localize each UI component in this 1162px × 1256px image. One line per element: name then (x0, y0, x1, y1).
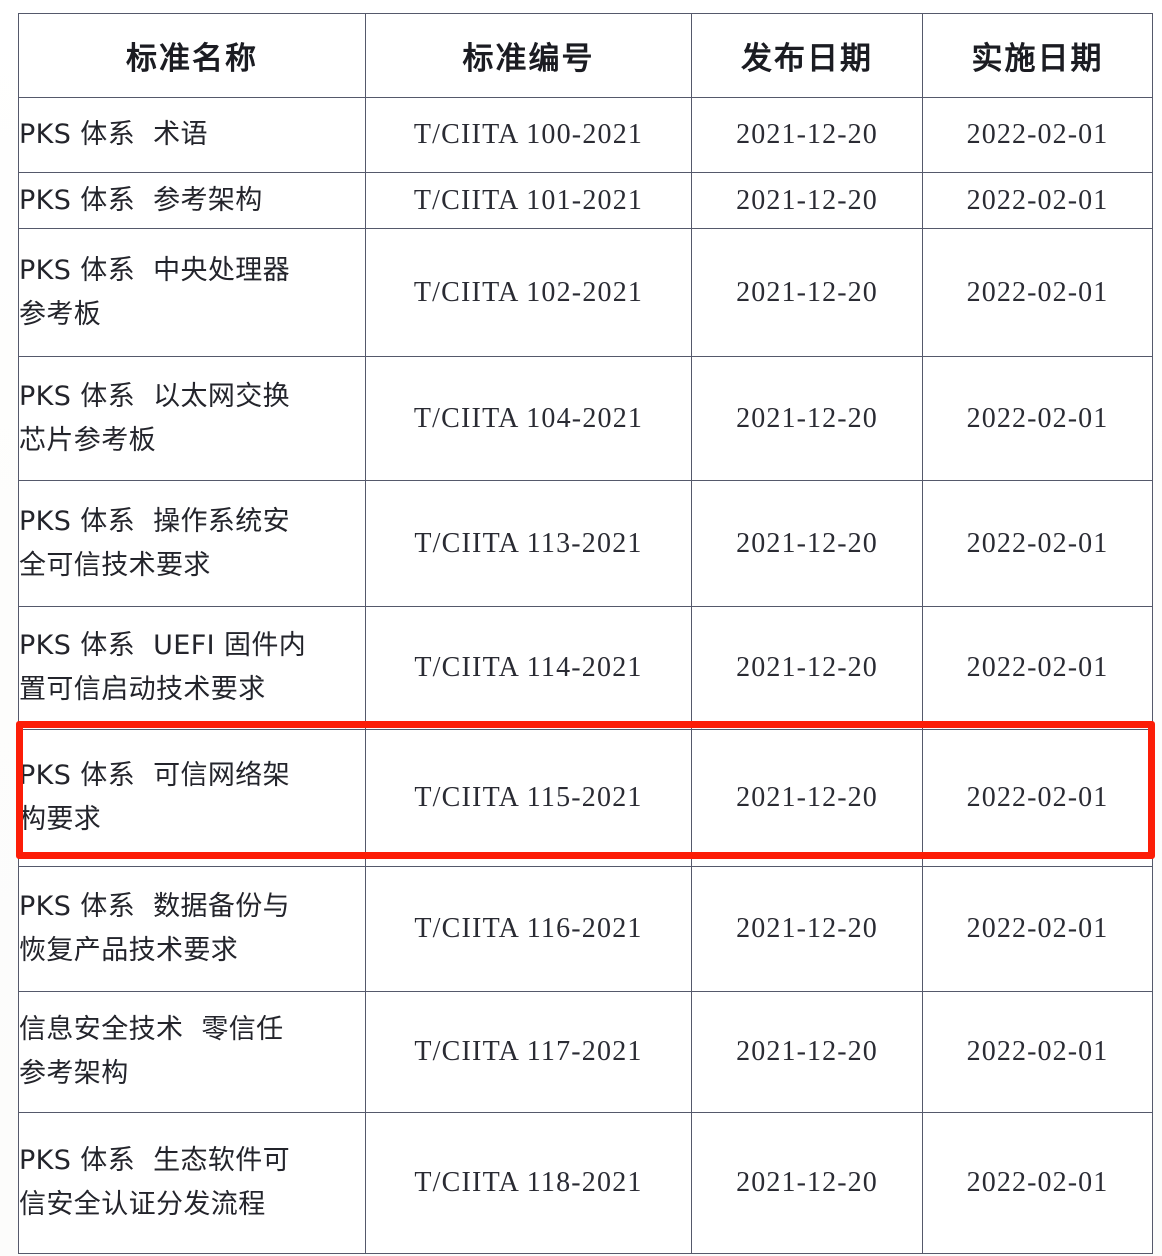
cell-implemented-date: 2022-02-01 (922, 991, 1153, 1113)
table-row: PKS 体系 UEFI 固件内 置可信启动技术要求 T/CIITA 114-20… (18, 606, 1153, 730)
cell-implemented-date: 2022-02-01 (922, 228, 1153, 357)
cell-standard-name: PKS 体系 可信网络架 构要求 (18, 729, 366, 867)
cell-implemented-date: 2022-02-01 (922, 729, 1153, 867)
table-row: PKS 体系 参考架构 T/CIITA 101-2021 2021-12-20 … (18, 172, 1153, 229)
cell-published-date: 2021-12-20 (691, 172, 923, 229)
cell-standard-name: PKS 体系 UEFI 固件内 置可信启动技术要求 (18, 606, 366, 730)
cell-published-date: 2021-12-20 (691, 606, 923, 730)
column-header-implemented: 实施日期 (922, 13, 1153, 98)
table-row: 信息安全技术 零信任 参考架构 T/CIITA 117-2021 2021-12… (18, 991, 1153, 1113)
cell-standard-number: T/CIITA 101-2021 (365, 172, 692, 229)
cell-standard-number: T/CIITA 118-2021 (365, 1112, 692, 1254)
column-header-name: 标准名称 (18, 13, 366, 98)
cell-published-date: 2021-12-20 (691, 356, 923, 481)
cell-standard-number: T/CIITA 115-2021 (365, 729, 692, 867)
cell-standard-name: PKS 体系 以太网交换 芯片参考板 (18, 356, 366, 481)
cell-published-date: 2021-12-20 (691, 866, 923, 992)
table-row: PKS 体系 以太网交换 芯片参考板 T/CIITA 104-2021 2021… (18, 356, 1153, 481)
table-row: PKS 体系 中央处理器 参考板 T/CIITA 102-2021 2021-1… (18, 228, 1153, 357)
cell-standard-name: PKS 体系 生态软件可 信安全认证分发流程 (18, 1112, 366, 1254)
cell-published-date: 2021-12-20 (691, 991, 923, 1113)
cell-standard-number: T/CIITA 102-2021 (365, 228, 692, 357)
cell-standard-number: T/CIITA 117-2021 (365, 991, 692, 1113)
cell-standard-name: PKS 体系 中央处理器 参考板 (18, 228, 366, 357)
cell-standard-number: T/CIITA 104-2021 (365, 356, 692, 481)
cell-published-date: 2021-12-20 (691, 480, 923, 607)
table-row: PKS 体系 数据备份与 恢复产品技术要求 T/CIITA 116-2021 2… (18, 866, 1153, 992)
column-header-published: 发布日期 (691, 13, 923, 98)
standards-table-container: 标准名称 标准编号 发布日期 实施日期 PKS 体系 术语 T/CIITA 10… (18, 13, 1153, 1254)
table-row: PKS 体系 操作系统安 全可信技术要求 T/CIITA 113-2021 20… (18, 480, 1153, 607)
cell-published-date: 2021-12-20 (691, 228, 923, 357)
table-body: PKS 体系 术语 T/CIITA 100-2021 2021-12-20 20… (18, 97, 1153, 1254)
cell-implemented-date: 2022-02-01 (922, 606, 1153, 730)
cell-implemented-date: 2022-02-01 (922, 480, 1153, 607)
table-header: 标准名称 标准编号 发布日期 实施日期 (18, 13, 1153, 98)
cell-implemented-date: 2022-02-01 (922, 356, 1153, 481)
cell-implemented-date: 2022-02-01 (922, 172, 1153, 229)
cell-implemented-date: 2022-02-01 (922, 97, 1153, 173)
cell-standard-name: PKS 体系 参考架构 (18, 172, 366, 229)
cell-standard-number: T/CIITA 100-2021 (365, 97, 692, 173)
cell-implemented-date: 2022-02-01 (922, 866, 1153, 992)
header-row: 标准名称 标准编号 发布日期 实施日期 (18, 13, 1153, 98)
cell-standard-number: T/CIITA 113-2021 (365, 480, 692, 607)
cell-implemented-date: 2022-02-01 (922, 1112, 1153, 1254)
cell-standard-name: PKS 体系 术语 (18, 97, 366, 173)
cell-standard-number: T/CIITA 114-2021 (365, 606, 692, 730)
cell-standard-name: PKS 体系 数据备份与 恢复产品技术要求 (18, 866, 366, 992)
table-row: PKS 体系 术语 T/CIITA 100-2021 2021-12-20 20… (18, 97, 1153, 173)
cell-standard-name: PKS 体系 操作系统安 全可信技术要求 (18, 480, 366, 607)
standards-table: 标准名称 标准编号 发布日期 实施日期 PKS 体系 术语 T/CIITA 10… (18, 13, 1153, 1254)
cell-published-date: 2021-12-20 (691, 97, 923, 173)
column-header-number: 标准编号 (365, 13, 692, 98)
cell-published-date: 2021-12-20 (691, 1112, 923, 1254)
cell-published-date: 2021-12-20 (691, 729, 923, 867)
cell-standard-number: T/CIITA 116-2021 (365, 866, 692, 992)
table-row-highlighted: PKS 体系 可信网络架 构要求 T/CIITA 115-2021 2021-1… (18, 729, 1153, 867)
cell-standard-name: 信息安全技术 零信任 参考架构 (18, 991, 366, 1113)
table-row: PKS 体系 生态软件可 信安全认证分发流程 T/CIITA 118-2021 … (18, 1112, 1153, 1254)
